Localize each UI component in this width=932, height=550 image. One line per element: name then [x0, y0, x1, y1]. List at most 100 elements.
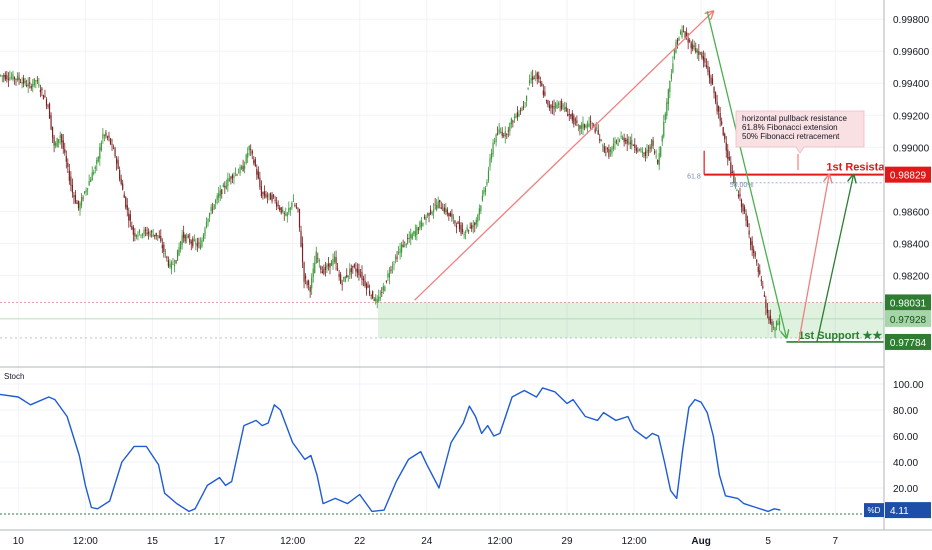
candle-body — [265, 194, 267, 198]
stoch-value-tag — [885, 502, 931, 519]
candle-body — [440, 207, 442, 209]
stoch-tick-label: 40.00 — [893, 458, 918, 469]
candle-body — [667, 89, 669, 105]
candle-body — [657, 159, 659, 164]
candle-body — [135, 235, 138, 238]
candle-body — [228, 178, 230, 182]
candle-body — [748, 230, 750, 235]
candle-body — [55, 143, 57, 146]
candle-body — [318, 260, 320, 262]
candle-body — [433, 209, 435, 212]
candle-body — [570, 114, 572, 117]
candle-body — [551, 106, 554, 108]
candle-body — [689, 40, 691, 42]
candle-body — [419, 221, 421, 229]
candle-body — [134, 233, 136, 237]
candle-body — [568, 114, 570, 115]
candle-body — [686, 32, 688, 38]
candle-body — [644, 151, 647, 157]
candle-body — [629, 142, 631, 145]
candle-body — [574, 119, 576, 121]
candle-body — [3, 75, 5, 77]
time-tick-label: 24 — [421, 536, 433, 547]
stoch-tick-label: 60.00 — [893, 432, 918, 443]
candle-body — [475, 219, 477, 225]
candle-body — [4, 74, 6, 80]
candle-body — [696, 50, 698, 53]
candle-body — [600, 140, 602, 141]
candle-body — [402, 244, 404, 248]
candle-body — [465, 231, 467, 233]
support-zone-fill — [377, 302, 884, 338]
candle-body — [474, 222, 476, 226]
candle-body — [186, 237, 188, 238]
candle-body — [539, 81, 541, 83]
candle-body — [212, 209, 214, 211]
candle-body — [16, 75, 19, 81]
candle-body — [324, 267, 327, 270]
candle-body — [344, 276, 346, 282]
candle-body — [109, 138, 112, 145]
candle-body — [408, 238, 410, 240]
candle-body — [495, 134, 497, 143]
candle-body — [114, 148, 116, 157]
candle-body — [678, 37, 680, 41]
candle-body — [740, 199, 743, 207]
candle-body — [385, 281, 387, 283]
candle-body — [472, 225, 474, 227]
candle-body — [192, 238, 194, 247]
candle-body — [210, 207, 212, 211]
candle-body — [466, 227, 468, 231]
candle-body — [77, 200, 80, 209]
candle-body — [594, 128, 596, 133]
time-tick-label: 10 — [13, 536, 25, 547]
candle-body — [605, 151, 607, 153]
candle-body — [699, 52, 701, 54]
candle-body — [611, 147, 613, 154]
candle-body — [777, 323, 779, 325]
candle-body — [254, 159, 256, 166]
candle-body — [309, 286, 311, 292]
candle-body — [471, 224, 473, 229]
candle-body — [617, 143, 619, 146]
candle-body — [666, 102, 668, 117]
candle-body — [297, 207, 299, 209]
candle-body — [591, 123, 593, 125]
candle-body — [47, 105, 49, 107]
candle-body — [306, 281, 308, 286]
candle-body — [225, 185, 227, 189]
candle-body — [397, 252, 400, 254]
candle-body — [204, 228, 206, 236]
candle-body — [458, 222, 461, 230]
candle-body — [503, 135, 505, 137]
candle-body — [332, 258, 334, 265]
candle-body — [365, 283, 368, 290]
candle-body — [631, 139, 633, 146]
candle-body — [304, 275, 307, 279]
candle-body — [233, 175, 235, 178]
candle-body — [317, 258, 319, 259]
candle-body — [330, 260, 333, 266]
candle-body — [457, 221, 459, 224]
projection-arrow — [816, 175, 854, 343]
candle-body — [24, 81, 26, 83]
candle-body — [513, 116, 515, 118]
fib-label: 50.00% — [730, 182, 754, 189]
candle-body — [393, 264, 395, 266]
candle-body — [248, 145, 250, 151]
candle-body — [208, 213, 211, 218]
candle-body — [222, 184, 224, 188]
candle-body — [218, 193, 220, 198]
candle-body — [577, 124, 580, 126]
projection-arrow — [798, 175, 829, 343]
candle-body — [524, 102, 526, 104]
candle-body — [597, 130, 599, 135]
candle-body — [622, 136, 624, 140]
candle-body — [778, 321, 781, 325]
candle-body — [19, 82, 22, 83]
candle-body — [727, 149, 729, 159]
candle-body — [170, 262, 173, 270]
candle-body — [353, 264, 355, 267]
candle-body — [7, 78, 9, 81]
candle-body — [38, 84, 40, 86]
